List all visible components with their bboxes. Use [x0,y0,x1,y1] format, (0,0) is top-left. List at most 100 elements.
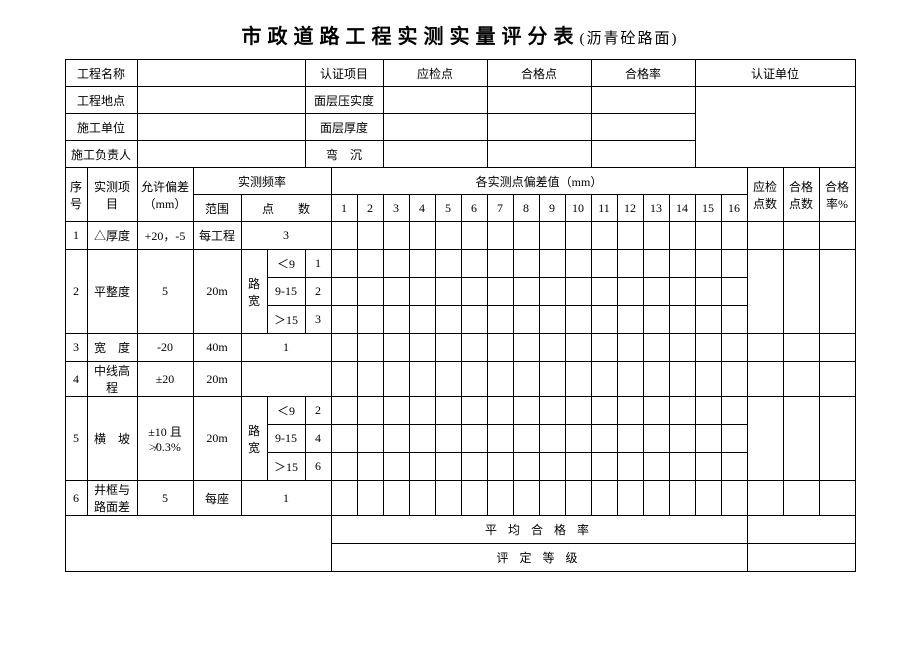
r2c-d15 [695,306,721,334]
r1-d13 [643,222,669,250]
r2a-d4 [409,250,435,278]
val-r2c1 [383,114,487,141]
col-item: 实测项目 [87,168,137,222]
r4-d11 [591,362,617,397]
r2c-d12 [617,306,643,334]
r2b-d2 [357,278,383,306]
val-project-name [137,60,305,87]
col-n15: 15 [695,195,721,222]
r3-pts: 1 [241,334,331,362]
r3-d12 [617,334,643,362]
col-check-pts: 应检点数 [747,168,783,222]
r1-seq: 1 [65,222,87,250]
r2-s1v: 2 [305,278,331,306]
r4-range: 20m [193,362,241,397]
r5a-d12 [617,397,643,425]
r5a-d14 [669,397,695,425]
r2c-d4 [409,306,435,334]
r5c-d11 [591,453,617,481]
val-r3c3 [591,141,695,168]
col-tolerance: 允许偏差（mm） [137,168,193,222]
r5-s1v: 4 [305,425,331,453]
r2a-d15 [695,250,721,278]
r5c-d14 [669,453,695,481]
r5-tol: ±10 且≯0.3% [137,397,193,481]
r6-d13 [643,481,669,516]
r1-item: △厚度 [87,222,137,250]
r2-rw: 路宽 [241,250,267,334]
r6-d5 [435,481,461,516]
lbl-pass-pt: 合格点 [487,60,591,87]
r5-item: 横 坡 [87,397,137,481]
r1-range: 每工程 [193,222,241,250]
r2c-d9 [539,306,565,334]
lbl-cert-item: 认证项目 [305,60,383,87]
r5c-d8 [513,453,539,481]
r2b-d16 [721,278,747,306]
r1-chk [747,222,783,250]
r5c-d10 [565,453,591,481]
r4-item: 中线高程 [87,362,137,397]
r6-pts: 1 [241,481,331,516]
r5-range: 20m [193,397,241,481]
r2c-d10 [565,306,591,334]
r6-d4 [409,481,435,516]
col-n10: 10 [565,195,591,222]
r5b-d7 [487,425,513,453]
r1-d15 [695,222,721,250]
r4-chk [747,362,783,397]
r3-d8 [513,334,539,362]
val-avg-pass [747,516,855,544]
r2c-d2 [357,306,383,334]
lbl-layer-thick: 面层厚度 [305,114,383,141]
col-pass-pct: 合格率% [819,168,855,222]
col-n2: 2 [357,195,383,222]
r2c-d11 [591,306,617,334]
r3-d2 [357,334,383,362]
lbl-grade: 评 定 等 级 [331,544,747,572]
r2b-d3 [383,278,409,306]
r2c-d16 [721,306,747,334]
r3-item: 宽 度 [87,334,137,362]
col-freq: 实测频率 [193,168,331,195]
r5-pct [819,397,855,481]
r2b-d9 [539,278,565,306]
r2-item: 平整度 [87,250,137,334]
r2c-d6 [461,306,487,334]
col-pass-pts: 合格点数 [783,168,819,222]
r2a-d10 [565,250,591,278]
r1-d5 [435,222,461,250]
r3-d11 [591,334,617,362]
r2-pct [819,250,855,334]
r2b-d6 [461,278,487,306]
r5a-d4 [409,397,435,425]
val-r1c1 [383,87,487,114]
r5b-d12 [617,425,643,453]
lbl-pass-rate: 合格率 [591,60,695,87]
val-grade [747,544,855,572]
r5a-d16 [721,397,747,425]
r5a-d7 [487,397,513,425]
r5a-d5 [435,397,461,425]
r1-d10 [565,222,591,250]
lbl-avg-pass: 平 均 合 格 率 [331,516,747,544]
r5c-d16 [721,453,747,481]
r5b-d13 [643,425,669,453]
col-freq-points: 点 数 [241,195,331,222]
r5-chk [747,397,783,481]
r2-chk [747,250,783,334]
r2b-d7 [487,278,513,306]
r2b-d4 [409,278,435,306]
val-r3c1 [383,141,487,168]
r6-d3 [383,481,409,516]
r2a-d9 [539,250,565,278]
r6-chk [747,481,783,516]
r6-d16 [721,481,747,516]
r6-d8 [513,481,539,516]
r2-s2k: ＞15 [267,306,305,334]
r3-d13 [643,334,669,362]
r3-d16 [721,334,747,362]
r5c-d4 [409,453,435,481]
r4-d2 [357,362,383,397]
col-n16: 16 [721,195,747,222]
